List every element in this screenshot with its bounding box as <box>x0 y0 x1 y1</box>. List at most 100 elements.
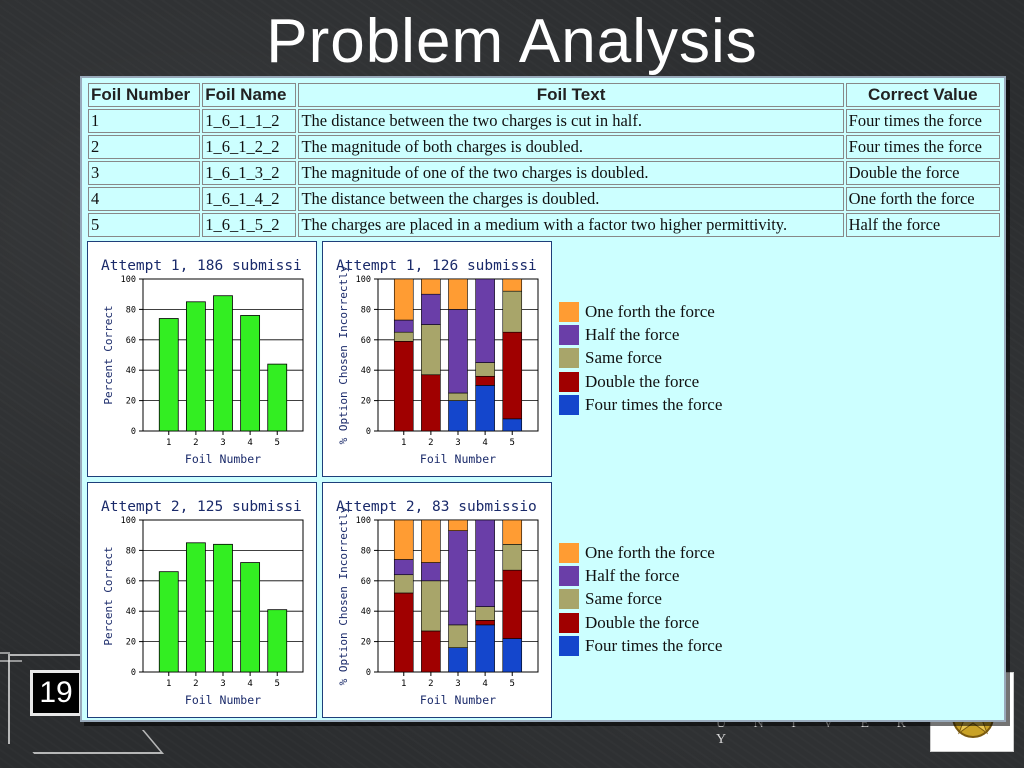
stacked-bar-segment <box>475 606 495 621</box>
stacked-bar-segment <box>502 278 523 292</box>
y-tick-label: 100 <box>121 516 136 526</box>
table-row: 3 1_6_1_3_2 The magnitude of one of the tw… <box>88 161 1000 185</box>
legend-label: Four times the force <box>585 394 723 414</box>
foil-table: Foil Number Foil Name Foil Text Correct … <box>86 81 1002 239</box>
y-tick-label: 40 <box>126 607 136 617</box>
legend-attempt2: One forth the force Half the force Same fo… <box>559 541 722 657</box>
legend-item: One forth the force <box>559 541 722 564</box>
cell-correct-value: Four times the force <box>845 135 1000 159</box>
y-tick-label: 0 <box>366 427 371 437</box>
legend-swatch <box>559 301 579 322</box>
legend-swatch <box>559 612 579 633</box>
x-tick-label: 1 <box>401 679 406 689</box>
x-axis-label: Foil Number <box>185 693 261 707</box>
y-tick-label: 60 <box>126 336 136 346</box>
x-tick-label: 2 <box>428 679 433 689</box>
x-tick-label: 3 <box>455 438 460 448</box>
table-row: 1 1_6_1_1_2 The distance between the two c… <box>88 109 1000 133</box>
stacked-bar-segment <box>502 290 523 333</box>
stacked-bar-segment <box>421 630 441 673</box>
x-tick-label: 4 <box>247 438 252 448</box>
chart-title: Attempt 2, 125 submissi <box>101 499 302 515</box>
y-tick-label: 20 <box>361 397 371 407</box>
legend-label: Half the force <box>585 324 680 344</box>
chart-title: Attempt 1, 126 submissi <box>336 258 537 274</box>
bar <box>213 543 233 673</box>
column-header-foil-name: Foil Name <box>202 83 297 107</box>
x-tick-label: 1 <box>401 438 406 448</box>
y-axis-label: Percent Correct <box>102 305 115 404</box>
stacked-bar-segment <box>393 341 414 432</box>
stacked-bar-segment <box>475 362 495 377</box>
chalk-line <box>0 652 10 654</box>
legend-label: Same force <box>585 589 662 609</box>
y-tick-label: 40 <box>361 607 371 617</box>
stacked-bar-segment <box>502 544 523 571</box>
legend-swatch <box>559 565 579 586</box>
cell-correct-value: One forth the force <box>845 187 1000 211</box>
legend-swatch <box>559 542 579 563</box>
stacked-bar-segment <box>421 519 441 563</box>
bar <box>185 542 206 673</box>
bar <box>267 363 288 432</box>
x-tick-label: 5 <box>510 679 515 689</box>
cell-foil-number: 2 <box>88 135 201 159</box>
cell-foil-name: 1_6_1_3_2 <box>202 161 297 185</box>
cell-foil-text: The charges are placed in a medium with … <box>298 213 844 237</box>
chalk-line <box>0 660 22 662</box>
cell-correct-value: Four times the force <box>845 109 1000 133</box>
x-tick-label: 5 <box>275 438 280 448</box>
table-row: 5 1_6_1_5_2 The charges are placed in a me… <box>88 213 1000 237</box>
stacked-bar-segment <box>421 580 441 632</box>
decorative-frame <box>13 730 165 754</box>
cell-foil-name: 1_6_1_5_2 <box>202 213 297 237</box>
stacked-bar-segment <box>421 374 441 432</box>
y-tick-label: 80 <box>126 305 136 315</box>
legend-swatch <box>559 324 579 345</box>
y-tick-label: 100 <box>121 275 136 285</box>
stacked-bar-segment <box>502 519 523 545</box>
cell-foil-text: The magnitude of both charges is doubled… <box>298 135 844 159</box>
cell-foil-text: The distance between the charges is doub… <box>298 187 844 211</box>
stacked-bar-segment <box>393 278 414 321</box>
legend-label: Double the force <box>585 612 700 632</box>
legend-label: Four times the force <box>585 635 723 655</box>
cell-foil-name: 1_6_1_1_2 <box>202 109 297 133</box>
y-tick-label: 40 <box>361 366 371 376</box>
bar <box>213 295 233 432</box>
bar <box>158 318 179 432</box>
column-header-foil-text: Foil Text <box>298 83 844 107</box>
stacked-bar-segment <box>475 519 495 607</box>
table-row: 2 1_6_1_2_2 The magnitude of both charges … <box>88 135 1000 159</box>
stacked-bar-segment <box>421 562 441 582</box>
cell-correct-value: Half the force <box>845 213 1000 237</box>
stacked-bar-segment <box>502 569 523 639</box>
bar <box>240 562 261 673</box>
stacked-bar-segment <box>421 278 441 295</box>
stacked-bar-segment <box>502 331 523 420</box>
legend-label: Double the force <box>585 371 700 391</box>
cell-foil-number: 3 <box>88 161 201 185</box>
stacked-bar-segment <box>421 293 441 325</box>
table-row: 4 1_6_1_4_2 The distance between the charg… <box>88 187 1000 211</box>
legend-item: One forth the force <box>559 300 722 323</box>
content-panel: Foil Number Foil Name Foil Text Correct … <box>80 76 1006 722</box>
chart-attempt2-percent-correct: Attempt 2, 125 submissi 0 20 40 60 80 100 Perce… <box>87 482 317 718</box>
legend-swatch <box>559 371 579 392</box>
y-tick-label: 0 <box>131 427 136 437</box>
stacked-bar-segment <box>393 319 414 333</box>
chart-attempt2-incorrect-options: Attempt 2, 83 submissio 0 20 40 60 80 100 % Opt… <box>322 482 552 718</box>
legend-label: One forth the force <box>585 301 715 321</box>
chart-attempt1-incorrect-options: Attempt 1, 126 submissi 0 20 40 60 80 100 % Opt… <box>322 241 552 477</box>
decorative-frame <box>8 654 118 744</box>
legend-swatch <box>559 635 579 656</box>
x-tick-label: 3 <box>220 679 225 689</box>
stacked-bar-segment <box>475 375 495 386</box>
column-header-foil-number: Foil Number <box>88 83 201 107</box>
legend-item: Half the force <box>559 564 722 587</box>
stacked-bar-segment <box>393 574 414 594</box>
bar <box>185 301 206 432</box>
column-header-correct-value: Correct Value <box>845 83 1000 107</box>
legend-label: Half the force <box>585 565 680 585</box>
legend-item: Same force <box>559 347 722 370</box>
